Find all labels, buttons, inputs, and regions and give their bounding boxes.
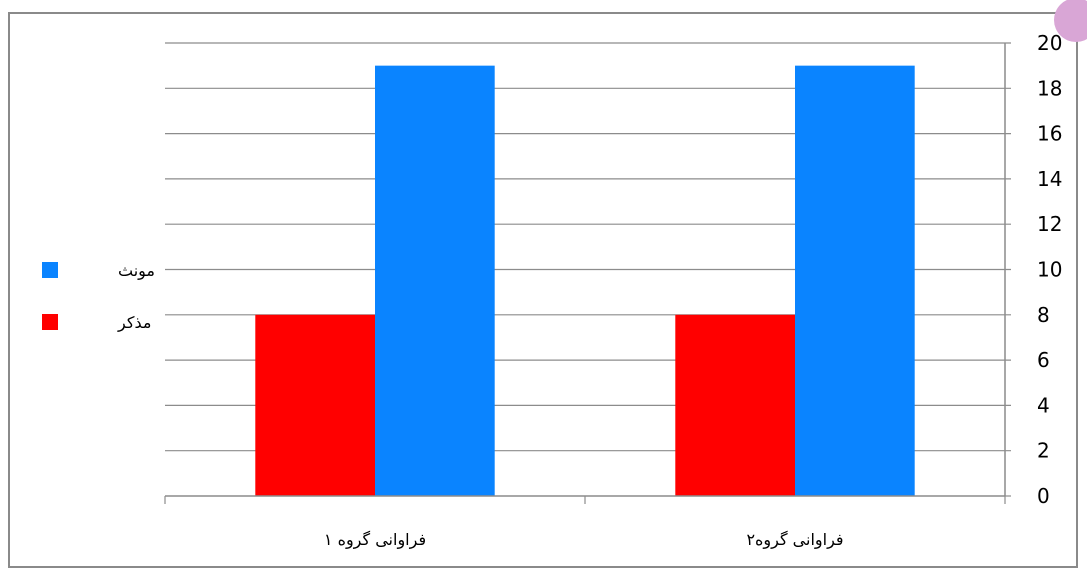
y-tick-label: 10 [1037, 258, 1062, 282]
legend-swatch [42, 314, 58, 330]
y-tick-label: 2 [1037, 439, 1050, 463]
corner-accent-shape [1054, 0, 1087, 42]
bar-male [255, 314, 375, 496]
category-label: فراوانی گروه۲ [746, 530, 843, 550]
y-tick-label: 20 [1037, 31, 1062, 55]
axes [164, 43, 1006, 504]
y-tick-label: 4 [1037, 393, 1050, 417]
bar-female [375, 65, 495, 497]
bars [255, 65, 915, 497]
y-tick-label: 14 [1037, 167, 1062, 191]
legend-swatch [42, 262, 58, 278]
legend: مونث مذکر [42, 261, 155, 333]
y-tick-label: 6 [1037, 348, 1050, 372]
category-labels: فراوانی گروه ۱ فراوانی گروه۲ [324, 530, 844, 550]
y-tick-label: 0 [1037, 484, 1050, 508]
bar-female [795, 65, 915, 497]
legend-label: مذکر [117, 313, 151, 333]
y-tick-label: 16 [1037, 122, 1062, 146]
y-tick-label: 18 [1037, 76, 1062, 100]
legend-label: مونث [118, 261, 155, 281]
category-label: فراوانی گروه ۱ [324, 530, 426, 550]
bar-male [675, 314, 795, 496]
y-tick-labels: 0 2 4 6 8 10 12 14 16 18 20 [1037, 31, 1062, 508]
y-tick-label: 12 [1037, 212, 1062, 236]
y-tick-label: 8 [1037, 303, 1050, 327]
